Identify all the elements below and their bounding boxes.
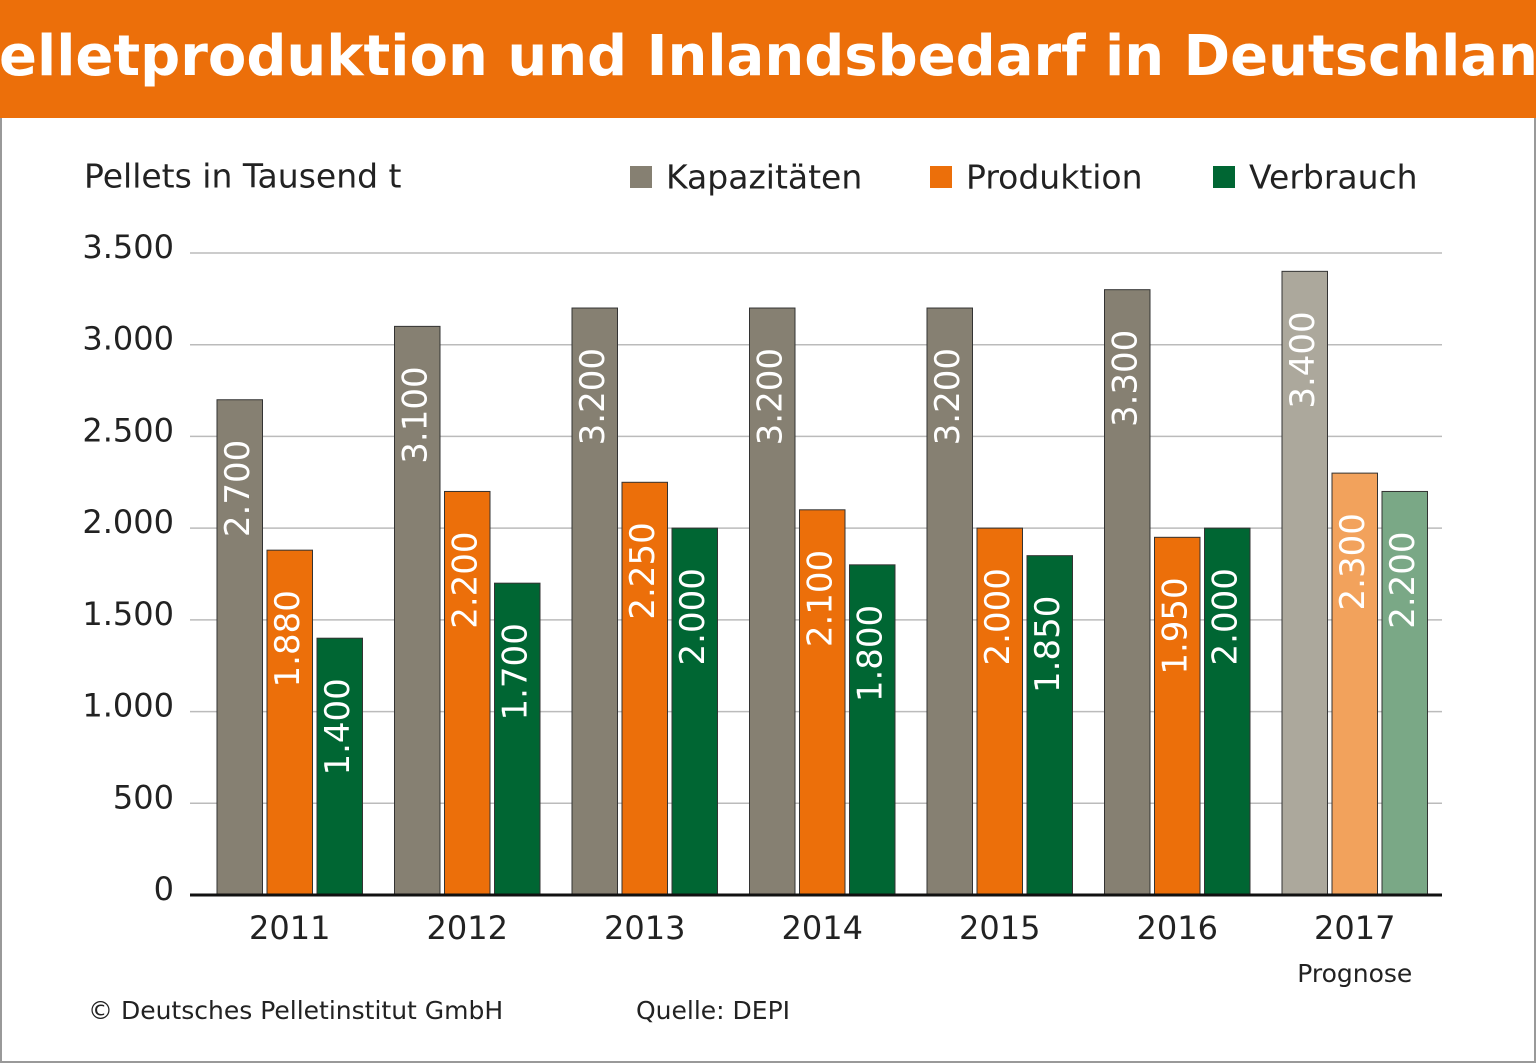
value-label: 3.200 — [751, 348, 791, 445]
value-label: 3.300 — [1106, 330, 1146, 427]
y-axis-label: Pellets in Tausend t — [84, 157, 402, 196]
value-label: 2.100 — [801, 550, 841, 647]
bar — [1026, 555, 1073, 896]
value-label: 3.400 — [1283, 311, 1323, 408]
bar — [749, 307, 796, 896]
y-tick-label: 2.000 — [82, 503, 174, 541]
y-tick-label: 1.500 — [82, 595, 174, 633]
bar — [671, 527, 718, 896]
value-label: 1.880 — [268, 590, 308, 687]
bar — [926, 307, 973, 896]
x-tick-label: 2012 — [427, 909, 508, 947]
title-bar — [0, 0, 1536, 118]
chart-title: Pelletproduktion und Inlandsbedarf in De… — [0, 24, 1536, 89]
bar — [1104, 289, 1151, 896]
bar — [1154, 536, 1201, 896]
bar — [849, 564, 896, 896]
x-tick-label: 2013 — [604, 909, 685, 947]
bar — [799, 509, 846, 896]
legend-label: Verbrauch — [1249, 158, 1418, 197]
value-label: 2.200 — [446, 531, 486, 628]
bar — [976, 527, 1023, 896]
bar — [1281, 270, 1328, 896]
bar — [621, 481, 668, 896]
value-label: 2.200 — [1383, 531, 1423, 628]
bar — [1331, 472, 1378, 896]
value-label: 2.250 — [623, 522, 663, 619]
value-label: 3.200 — [928, 348, 968, 445]
value-label: 1.950 — [1156, 577, 1196, 674]
x-tick-label: 2011 — [249, 909, 330, 947]
value-label: 2.000 — [673, 568, 713, 665]
y-tick-label: 500 — [113, 778, 174, 816]
x-tick-label: 2014 — [782, 909, 863, 947]
y-tick-label: 0 — [154, 870, 174, 908]
footer-right: Quelle: DEPI — [636, 996, 790, 1025]
bar — [444, 490, 491, 896]
y-tick-label: 1.000 — [82, 687, 174, 725]
legend-label: Kapazitäten — [666, 158, 862, 197]
bar — [394, 325, 441, 896]
value-label: 3.100 — [396, 366, 436, 463]
bar — [1204, 527, 1251, 896]
y-tick-label: 3.000 — [82, 320, 174, 358]
bar — [571, 307, 618, 896]
legend-swatch — [1213, 166, 1235, 188]
legend-swatch — [930, 166, 952, 188]
value-label: 1.700 — [496, 623, 536, 720]
value-label: 3.200 — [573, 348, 613, 445]
value-label: 1.850 — [1028, 596, 1068, 693]
y-tick-label: 2.500 — [82, 411, 174, 449]
bar — [266, 549, 313, 896]
bar — [316, 637, 363, 896]
value-label: 1.800 — [851, 605, 891, 702]
x-tick-label: 2016 — [1137, 909, 1218, 947]
value-label: 2.000 — [1206, 568, 1246, 665]
x-tick-label: 2015 — [959, 909, 1040, 947]
legend-swatch — [630, 166, 652, 188]
x-sublabel: Prognose — [1297, 959, 1412, 988]
bar — [494, 582, 541, 896]
legend-label: Produktion — [966, 158, 1143, 197]
footer-left: © Deutsches Pelletinstitut GmbH — [88, 996, 503, 1025]
y-tick-label: 3.500 — [82, 228, 174, 266]
bar — [216, 399, 263, 896]
value-label: 2.700 — [218, 440, 258, 537]
bar — [1381, 490, 1428, 896]
x-tick-label: 2017 — [1314, 909, 1395, 947]
value-label: 2.000 — [978, 568, 1018, 665]
value-label: 2.300 — [1333, 513, 1373, 610]
value-label: 1.400 — [318, 678, 358, 775]
